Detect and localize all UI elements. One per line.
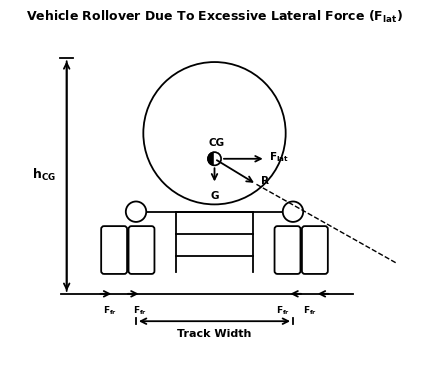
Text: CG: CG: [208, 138, 224, 148]
Text: F$_\mathregular{lat}$: F$_\mathregular{lat}$: [269, 150, 289, 164]
Text: h$_\mathregular{CG}$: h$_\mathregular{CG}$: [32, 167, 56, 183]
Text: F$_\mathregular{fr}$: F$_\mathregular{fr}$: [133, 305, 147, 317]
Circle shape: [126, 201, 146, 222]
FancyBboxPatch shape: [101, 226, 127, 274]
Text: F$_\mathregular{fr}$: F$_\mathregular{fr}$: [103, 305, 118, 317]
Text: Track Width: Track Width: [177, 329, 252, 339]
FancyBboxPatch shape: [129, 226, 154, 274]
FancyBboxPatch shape: [302, 226, 328, 274]
Circle shape: [208, 152, 221, 165]
Text: F$_\mathregular{fr}$: F$_\mathregular{fr}$: [276, 305, 290, 317]
Text: F$_\mathregular{fr}$: F$_\mathregular{fr}$: [303, 305, 317, 317]
Circle shape: [283, 201, 303, 222]
Text: Vehicle Rollover Due To Excessive Lateral Force (F$_\mathregular{lat}$): Vehicle Rollover Due To Excessive Latera…: [26, 9, 403, 25]
FancyBboxPatch shape: [275, 226, 300, 274]
Text: G: G: [210, 191, 219, 201]
Polygon shape: [214, 152, 221, 165]
Text: R: R: [261, 176, 269, 186]
